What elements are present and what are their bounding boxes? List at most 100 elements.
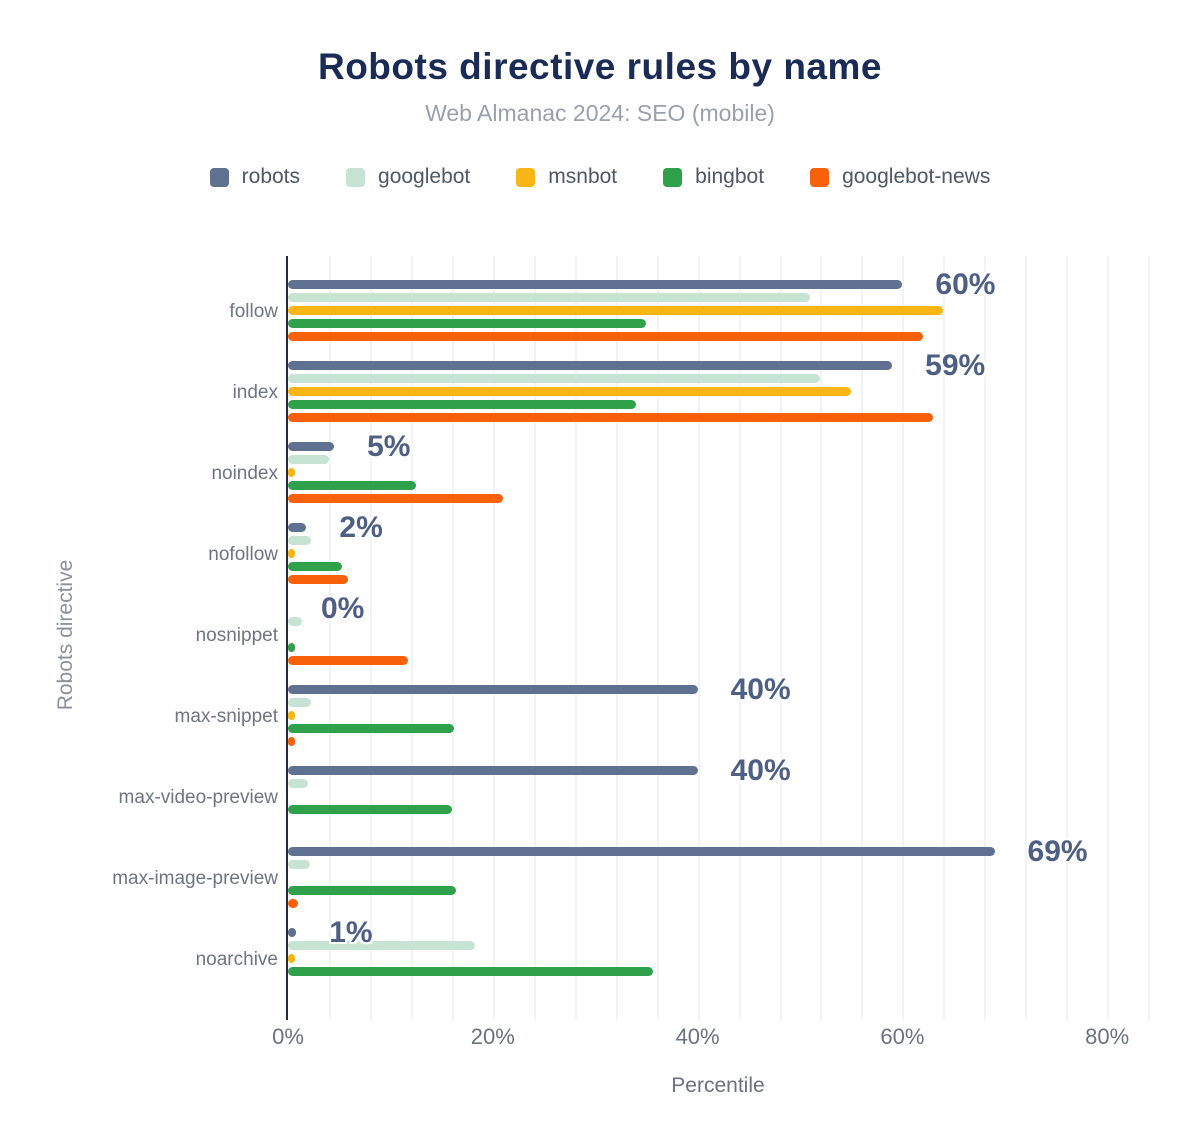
legend-label: googlebot (378, 165, 471, 188)
legend-swatch (663, 167, 683, 187)
bar-googlebot-max-image-preview (288, 860, 310, 869)
value-label-max-snippet: 40% (730, 672, 791, 706)
legend-item-googlebot-news[interactable]: googlebot-news (810, 165, 990, 189)
x-tick-label: 80% (1085, 1024, 1130, 1049)
gridline (1066, 256, 1069, 1020)
legend: robots googlebot msnbot bingbot googlebot-ne… (0, 165, 1200, 189)
bar-robots-follow (288, 280, 903, 289)
gridline (779, 256, 782, 1020)
x-tick-label: 0% (272, 1024, 304, 1049)
bar-googlebot-news-follow (288, 332, 923, 341)
legend-item-bingbot[interactable]: bingbot (663, 165, 764, 189)
bar-googlebot-index (288, 374, 821, 383)
bar-group-nosnippet (288, 594, 1148, 675)
bar-googlebot-max-video-preview (288, 779, 309, 788)
gridline (861, 256, 864, 1020)
value-label-nosnippet: 0% (321, 591, 365, 625)
chart-title: Robots directive rules by name (317, 46, 882, 87)
bar-msnbot-index (288, 387, 852, 396)
value-label-noarchive: 1% (329, 915, 373, 949)
category-label-nosnippet: nosnippet (195, 624, 278, 646)
gridline (328, 256, 331, 1020)
bar-group-max-image-preview (288, 837, 1148, 918)
bar-robots-max-video-preview (288, 766, 698, 775)
y-axis-line (286, 256, 288, 1020)
gridline (1107, 256, 1110, 1020)
bar-group-noindex (288, 432, 1148, 513)
gridline (697, 256, 700, 1020)
bar-bingbot-noindex (288, 481, 416, 490)
bar-robots-max-snippet (288, 685, 698, 694)
bar-robots-noindex (288, 442, 335, 451)
gridline (1025, 256, 1028, 1020)
chart-subtitle: Web Almanac 2024: SEO (mobile) (425, 100, 775, 126)
legend-item-msnbot[interactable]: msnbot (516, 165, 617, 189)
bar-msnbot-nofollow (288, 549, 295, 558)
plot-area (286, 256, 1151, 1020)
gridline (656, 256, 659, 1020)
bar-group-index (288, 351, 1148, 432)
bar-robots-max-image-preview (288, 847, 995, 856)
category-label-noarchive: noarchive (195, 948, 278, 970)
category-label-max-video-preview: max-video-preview (118, 786, 278, 808)
bar-googlebot-news-noindex (288, 494, 504, 503)
legend-item-robots[interactable]: robots (209, 165, 301, 189)
bar-googlebot-news-max-snippet (288, 737, 295, 746)
category-label-noindex: noindex (211, 462, 278, 484)
legend-swatch (516, 167, 536, 187)
legend-label: robots (241, 165, 301, 188)
value-label-index: 59% (925, 348, 986, 382)
bar-googlebot-news-index (288, 413, 934, 422)
bar-googlebot-max-snippet (288, 698, 311, 707)
gridline (369, 256, 372, 1020)
bar-group-follow (288, 270, 1148, 351)
bar-group-max-video-preview (288, 756, 1148, 837)
bar-googlebot-news-max-image-preview (288, 899, 299, 908)
legend-item-googlebot[interactable]: googlebot (346, 165, 470, 189)
x-tick-label: 40% (675, 1024, 720, 1049)
bar-googlebot-news-nosnippet (288, 656, 408, 665)
bar-bingbot-max-video-preview (288, 805, 452, 814)
legend-swatch (209, 167, 229, 187)
value-label-noindex: 5% (367, 429, 411, 463)
bar-bingbot-nofollow (288, 562, 343, 571)
category-label-max-image-preview: max-image-preview (112, 867, 278, 889)
gridline (533, 256, 536, 1020)
bar-bingbot-noarchive (288, 967, 653, 976)
gridline (738, 256, 741, 1020)
gridline (984, 256, 987, 1020)
bar-group-noarchive (288, 918, 1148, 999)
bar-googlebot-nofollow (288, 536, 311, 545)
x-tick-label: 20% (470, 1024, 515, 1049)
legend-swatch (346, 167, 366, 187)
gridline (902, 256, 905, 1020)
category-label-follow: follow (229, 300, 278, 322)
bar-googlebot-nosnippet (288, 617, 303, 626)
gridline (943, 256, 946, 1020)
bar-googlebot-follow (288, 293, 811, 302)
bar-googlebot-news-nofollow (288, 575, 349, 584)
bar-bingbot-max-snippet (288, 724, 454, 733)
bar-msnbot-noarchive (288, 954, 295, 963)
legend-label: googlebot-news (842, 165, 991, 188)
bar-bingbot-max-image-preview (288, 886, 456, 895)
bar-googlebot-noindex (288, 455, 329, 464)
value-label-max-image-preview: 69% (1027, 834, 1088, 868)
bar-bingbot-nosnippet (288, 643, 295, 652)
legend-swatch (810, 167, 830, 187)
gridline (615, 256, 618, 1020)
category-label-index: index (232, 381, 278, 403)
bar-robots-noarchive (288, 928, 297, 937)
gridline (451, 256, 454, 1020)
bar-googlebot-noarchive (288, 941, 476, 950)
gridline (1148, 256, 1151, 1020)
bar-robots-index (288, 361, 893, 370)
value-label-follow: 60% (935, 267, 996, 301)
chart-canvas: Robots directive Percentile 0% 20% 40% 60% 8… (0, 46, 1200, 1142)
bar-msnbot-max-snippet (288, 711, 295, 720)
bar-msnbot-follow (288, 306, 944, 315)
chart-header: Robots directive rules by name Web Alman… (0, 46, 1200, 127)
legend-label: bingbot (695, 165, 765, 188)
legend-label: msnbot (548, 165, 618, 188)
category-label-nofollow: nofollow (208, 543, 278, 565)
